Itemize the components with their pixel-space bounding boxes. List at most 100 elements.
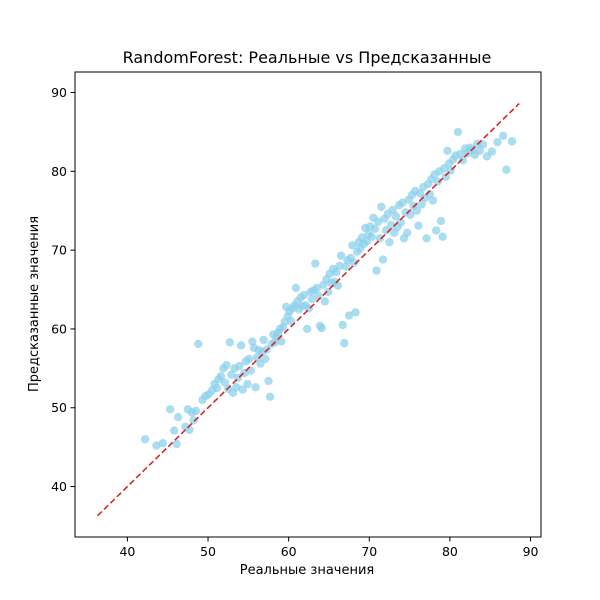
- data-point: [348, 241, 357, 250]
- data-point: [238, 385, 247, 394]
- data-point: [456, 149, 465, 159]
- data-point: [320, 297, 330, 306]
- data-point: [428, 196, 438, 205]
- data-point: [417, 200, 426, 209]
- data-point: [232, 383, 241, 392]
- data-point: [185, 425, 194, 435]
- data-point: [478, 140, 488, 149]
- x-tick-label: 50: [200, 544, 216, 559]
- data-point: [332, 267, 341, 277]
- data-point: [248, 337, 257, 346]
- data-point: [140, 435, 150, 444]
- y-axis-ticks: 40 50 60 70 80 90: [51, 85, 75, 494]
- data-point: [367, 232, 376, 241]
- data-point: [372, 266, 381, 275]
- data-point: [396, 218, 405, 227]
- data-point: [291, 283, 301, 293]
- data-point: [317, 323, 326, 333]
- data-point: [378, 255, 388, 264]
- data-point: [311, 259, 320, 268]
- data-point: [377, 202, 386, 211]
- data-point: [475, 146, 484, 156]
- data-point: [236, 341, 246, 350]
- data-point: [264, 376, 273, 386]
- data-point: [227, 370, 236, 379]
- data-point: [498, 131, 508, 141]
- x-tick-label: 80: [442, 544, 458, 559]
- data-point: [385, 238, 394, 247]
- y-axis-label: Предсказанные значения: [27, 216, 42, 392]
- data-point: [220, 378, 230, 387]
- data-point: [158, 439, 168, 448]
- data-point: [436, 216, 446, 226]
- points-layer: [140, 127, 517, 450]
- data-point: [259, 335, 268, 345]
- data-point: [323, 287, 333, 297]
- reference-line-layer: [97, 102, 520, 517]
- y-tick-label: 50: [51, 400, 67, 415]
- data-point: [312, 283, 322, 293]
- data-point: [386, 220, 396, 230]
- data-point: [493, 137, 502, 147]
- data-point: [172, 439, 181, 449]
- x-tick-label: 90: [523, 544, 539, 559]
- data-point: [189, 416, 198, 425]
- data-point: [453, 127, 463, 137]
- y-tick-label: 80: [51, 164, 67, 179]
- data-point: [375, 234, 384, 243]
- data-point: [502, 165, 511, 174]
- data-point: [265, 392, 275, 401]
- data-point: [244, 354, 254, 364]
- x-axis-ticks: 40 50 60 70 80 90: [119, 537, 539, 559]
- data-point: [373, 217, 383, 226]
- data-point: [216, 372, 226, 381]
- data-point: [431, 226, 441, 235]
- data-point: [349, 258, 359, 267]
- data-point: [344, 311, 354, 320]
- data-point: [333, 281, 343, 290]
- data-point: [458, 156, 467, 165]
- data-point: [191, 406, 201, 416]
- data-point: [388, 205, 397, 215]
- data-point: [174, 413, 183, 422]
- data-point: [441, 172, 451, 182]
- data-point: [165, 405, 175, 414]
- data-point: [433, 177, 442, 186]
- data-point: [414, 221, 423, 230]
- data-point: [443, 146, 452, 156]
- data-point: [253, 353, 262, 362]
- data-point: [235, 361, 244, 371]
- data-point: [307, 294, 317, 304]
- x-tick-label: 60: [281, 544, 297, 559]
- data-point: [398, 198, 407, 208]
- chart-title: RandomForest: Реальные vs Предсказанные: [123, 48, 492, 67]
- data-point: [335, 261, 344, 271]
- y-tick-label: 60: [51, 321, 67, 336]
- data-point: [412, 206, 422, 215]
- data-point: [302, 324, 312, 334]
- data-point: [225, 338, 234, 347]
- data-point: [286, 316, 296, 326]
- data-point: [251, 383, 260, 392]
- data-point: [340, 338, 349, 348]
- plot-frame: [74, 71, 542, 538]
- data-point: [169, 426, 179, 435]
- y-tick-label: 90: [51, 85, 67, 100]
- data-point: [212, 383, 222, 393]
- y-tick-label: 40: [51, 479, 67, 494]
- data-point: [338, 320, 347, 330]
- data-point: [351, 308, 360, 317]
- data-point: [391, 212, 401, 221]
- data-point: [299, 290, 309, 300]
- data-point: [507, 137, 517, 146]
- reference-line: [97, 102, 520, 517]
- x-tick-label: 70: [361, 544, 377, 559]
- y-tick-label: 70: [51, 243, 67, 258]
- data-point: [222, 360, 231, 370]
- x-tick-label: 40: [119, 544, 135, 559]
- data-point: [152, 441, 161, 450]
- x-axis-label: Реальные значения: [240, 563, 375, 578]
- data-point: [438, 232, 447, 241]
- data-point: [422, 234, 431, 243]
